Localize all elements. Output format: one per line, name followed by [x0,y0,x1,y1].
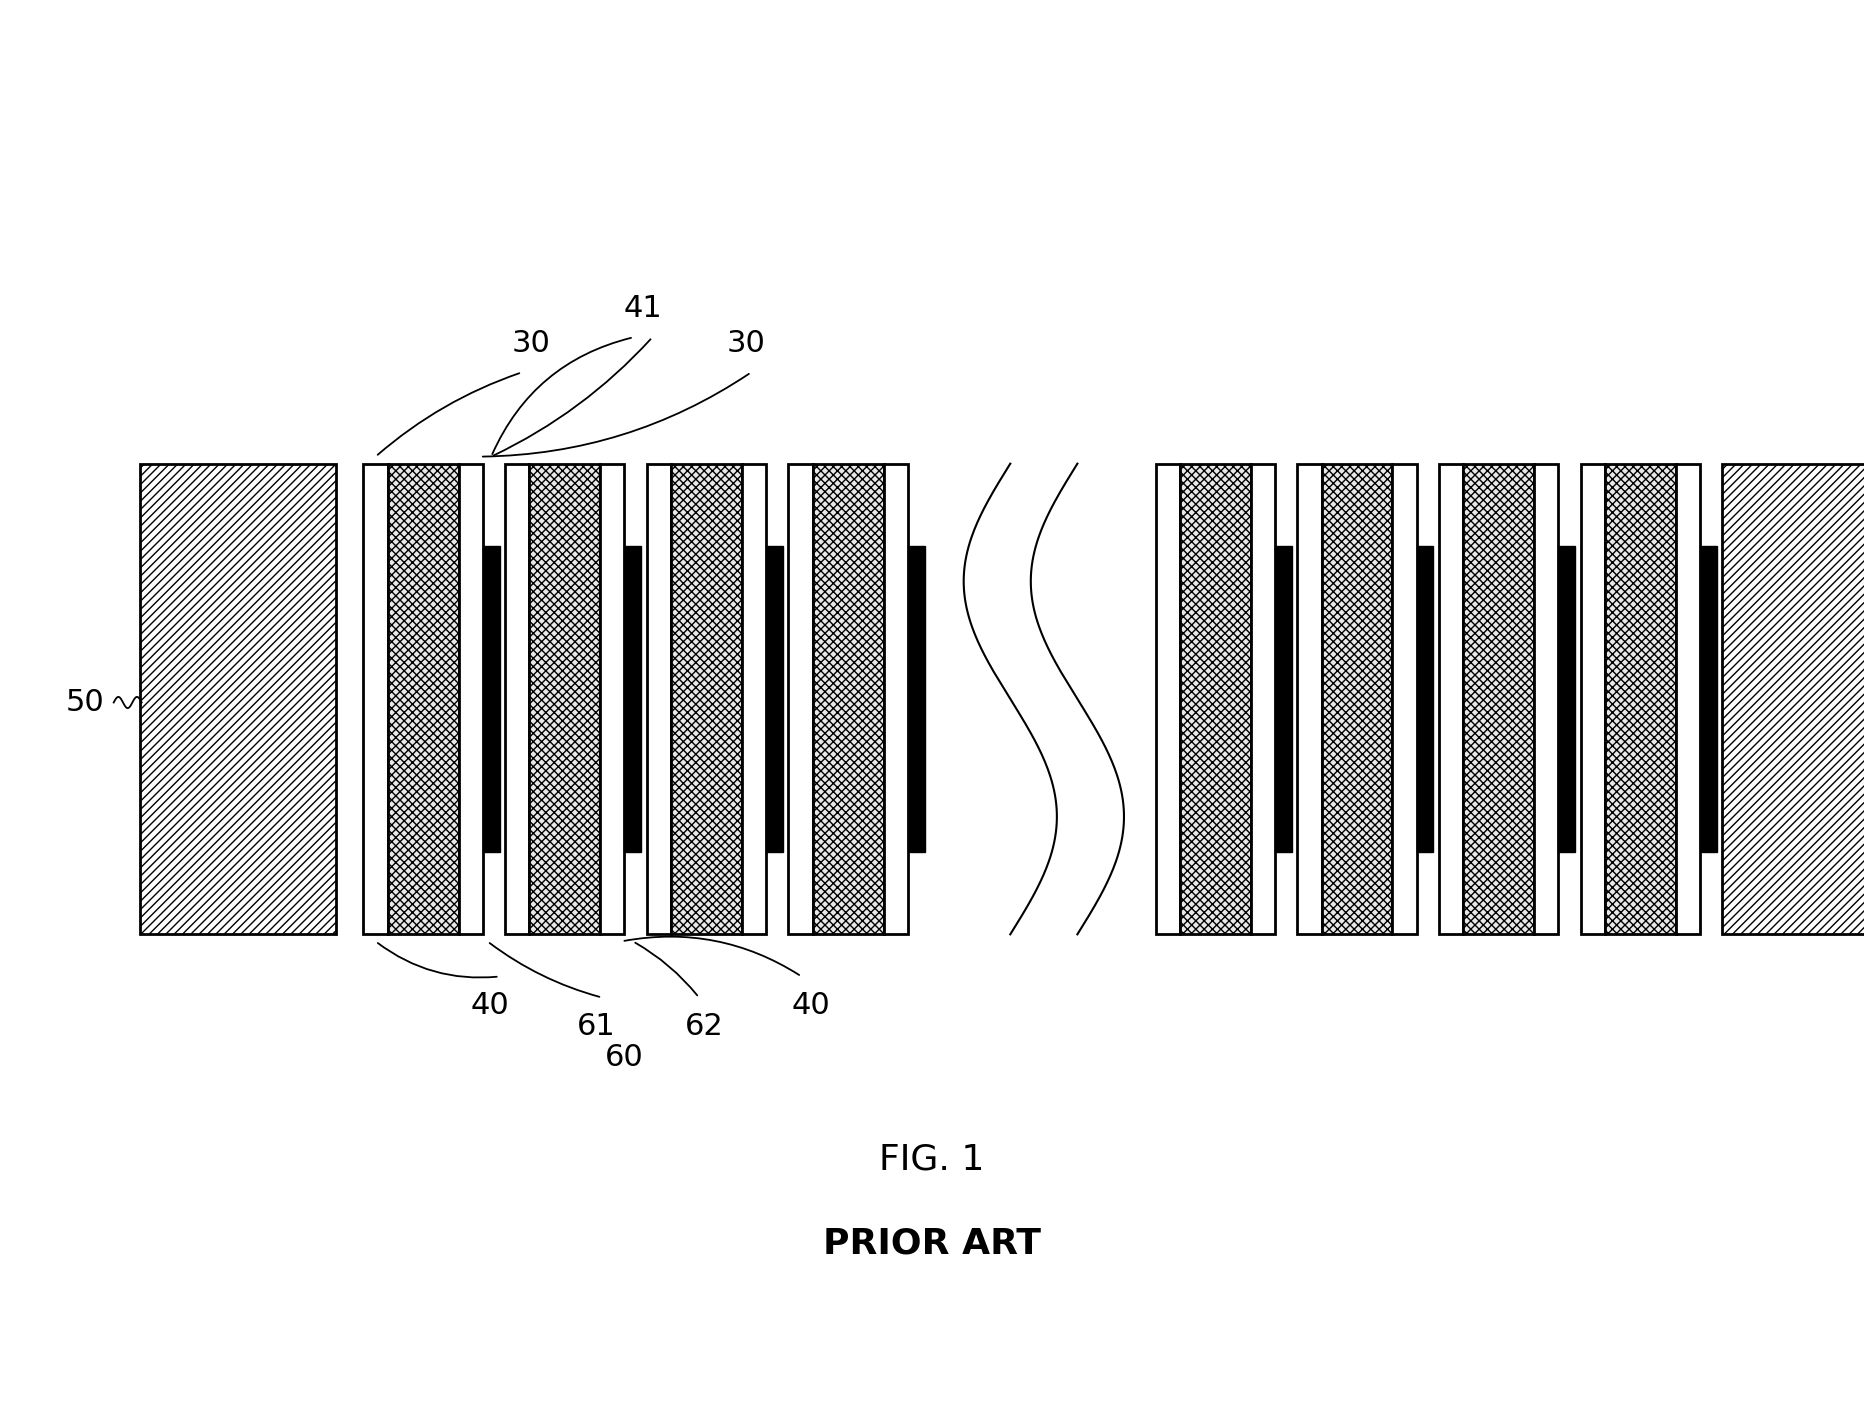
Bar [1439,464,1463,934]
Text: 50: 50 [65,688,104,717]
Bar [1581,464,1605,934]
Text: 30: 30 [727,329,764,358]
Bar [647,464,671,934]
Text: 40: 40 [792,991,829,1020]
Text: 41: 41 [624,294,662,323]
Bar [483,547,500,851]
Bar [1156,464,1180,934]
Bar [505,464,529,934]
Bar [1722,464,1864,934]
Bar [766,547,783,851]
Bar [671,464,742,934]
Text: 62: 62 [686,1012,723,1041]
Bar [1463,464,1534,934]
Text: 60: 60 [606,1043,643,1072]
Text: PRIOR ART: PRIOR ART [824,1227,1040,1260]
Text: 40: 40 [472,991,509,1020]
Bar [1417,547,1433,851]
Text: 61: 61 [578,1012,615,1041]
Bar [788,464,813,934]
Bar [742,464,766,934]
Bar [529,464,600,934]
Bar [1251,464,1275,934]
Bar [363,464,388,934]
Bar [813,464,884,934]
Bar [884,464,908,934]
Bar [1534,464,1558,934]
Text: FIG. 1: FIG. 1 [880,1142,984,1176]
Bar [1676,464,1700,934]
Bar [1275,547,1292,851]
Bar [1700,547,1717,851]
Bar [1180,464,1251,934]
Bar [1297,464,1322,934]
Bar [140,464,336,934]
Bar [908,547,925,851]
Text: 30: 30 [513,329,550,358]
Bar [1558,547,1575,851]
Bar [624,547,641,851]
Bar [1322,464,1392,934]
Bar [1392,464,1417,934]
Bar [1605,464,1676,934]
Bar [459,464,483,934]
Bar [600,464,624,934]
Bar [388,464,459,934]
